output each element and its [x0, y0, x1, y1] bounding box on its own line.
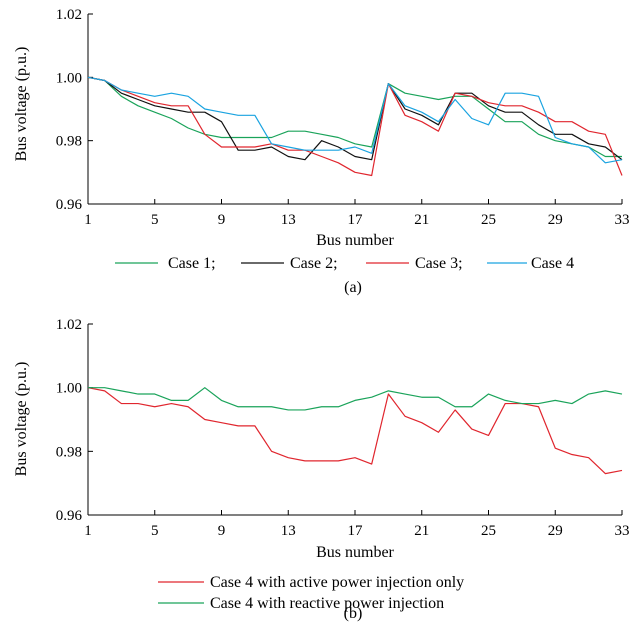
- y-axis-label: Bus voltage (p.u.): [13, 362, 30, 477]
- series-lines: [87, 76, 623, 177]
- x-tick-label: 33: [615, 212, 630, 228]
- y-ticks: 0.96 0.98 1.00 1.02: [56, 317, 93, 524]
- chart-panel-b: 0.96 0.98 1.00 1.02 1 5 9 13 17 21 25 29 33 Bus num…: [13, 317, 630, 622]
- x-tick-label: 21: [414, 523, 429, 539]
- y-tick-label: 1.02: [56, 317, 82, 333]
- y-tick-label: 0.98: [56, 444, 82, 460]
- series-line-1: [87, 76, 622, 158]
- x-tick-label: 13: [281, 212, 296, 228]
- x-tick-label: 17: [348, 212, 364, 228]
- x-ticks: 1 5 9 13 17 21 25 29 33: [84, 199, 630, 228]
- chart-panel-a: 0.96 0.98 1.00 1.02 1 5 9 13 17 21 25 29 33 Bus num…: [13, 7, 630, 296]
- legend-label-case1: Case 1;: [168, 255, 216, 272]
- panel-label-a: (a): [344, 279, 362, 296]
- series-line-2: [87, 76, 623, 161]
- y-tick-label: 1.00: [56, 381, 82, 397]
- series-line-3: [87, 76, 623, 177]
- legend-label-case2: Case 2;: [290, 255, 338, 272]
- x-tick-label: 33: [615, 523, 630, 539]
- y-tick-label: 0.96: [56, 508, 83, 524]
- x-tick-label: 1: [84, 212, 92, 228]
- x-tick-label: 21: [414, 212, 429, 228]
- y-axis-label: Bus voltage (p.u.): [13, 47, 30, 162]
- series-line-2: [88, 387, 623, 411]
- x-tick-label: 17: [348, 523, 364, 539]
- legend: Case 1; Case 2; Case 3; Case 4: [115, 255, 574, 272]
- panel-label-b: (b): [344, 605, 363, 622]
- x-tick-label: 25: [481, 212, 496, 228]
- x-axis-label: Bus number: [316, 232, 394, 249]
- legend-label-case3: Case 3;: [415, 255, 463, 272]
- x-ticks: 1 5 9 13 17 21 25 29 33: [84, 510, 630, 539]
- y-ticks: 0.96 0.98 1.00 1.02: [56, 7, 93, 213]
- x-tick-label: 29: [548, 523, 563, 539]
- y-tick-label: 1.00: [56, 70, 82, 86]
- y-tick-label: 1.02: [56, 7, 82, 23]
- series-line-4: [87, 76, 623, 164]
- series-lines: [87, 387, 623, 475]
- x-axis-label: Bus number: [316, 544, 394, 561]
- legend-label-case4: Case 4: [531, 255, 574, 272]
- x-tick-label: 29: [548, 212, 563, 228]
- x-tick-label: 13: [281, 523, 296, 539]
- y-tick-label: 0.96: [56, 197, 83, 213]
- series-line-1: [87, 387, 623, 475]
- x-tick-label: 25: [481, 523, 496, 539]
- legend-label-active: Case 4 with active power injection only: [210, 574, 464, 591]
- x-tick-label: 1: [84, 523, 92, 539]
- x-tick-label: 9: [218, 523, 226, 539]
- x-tick-label: 5: [151, 523, 159, 539]
- legend-label-reactive: Case 4 with reactive power injection: [210, 595, 444, 612]
- x-tick-label: 9: [218, 212, 226, 228]
- y-tick-label: 0.98: [56, 134, 82, 150]
- x-tick-label: 5: [151, 212, 159, 228]
- legend: Case 4 with active power injection only …: [158, 574, 464, 612]
